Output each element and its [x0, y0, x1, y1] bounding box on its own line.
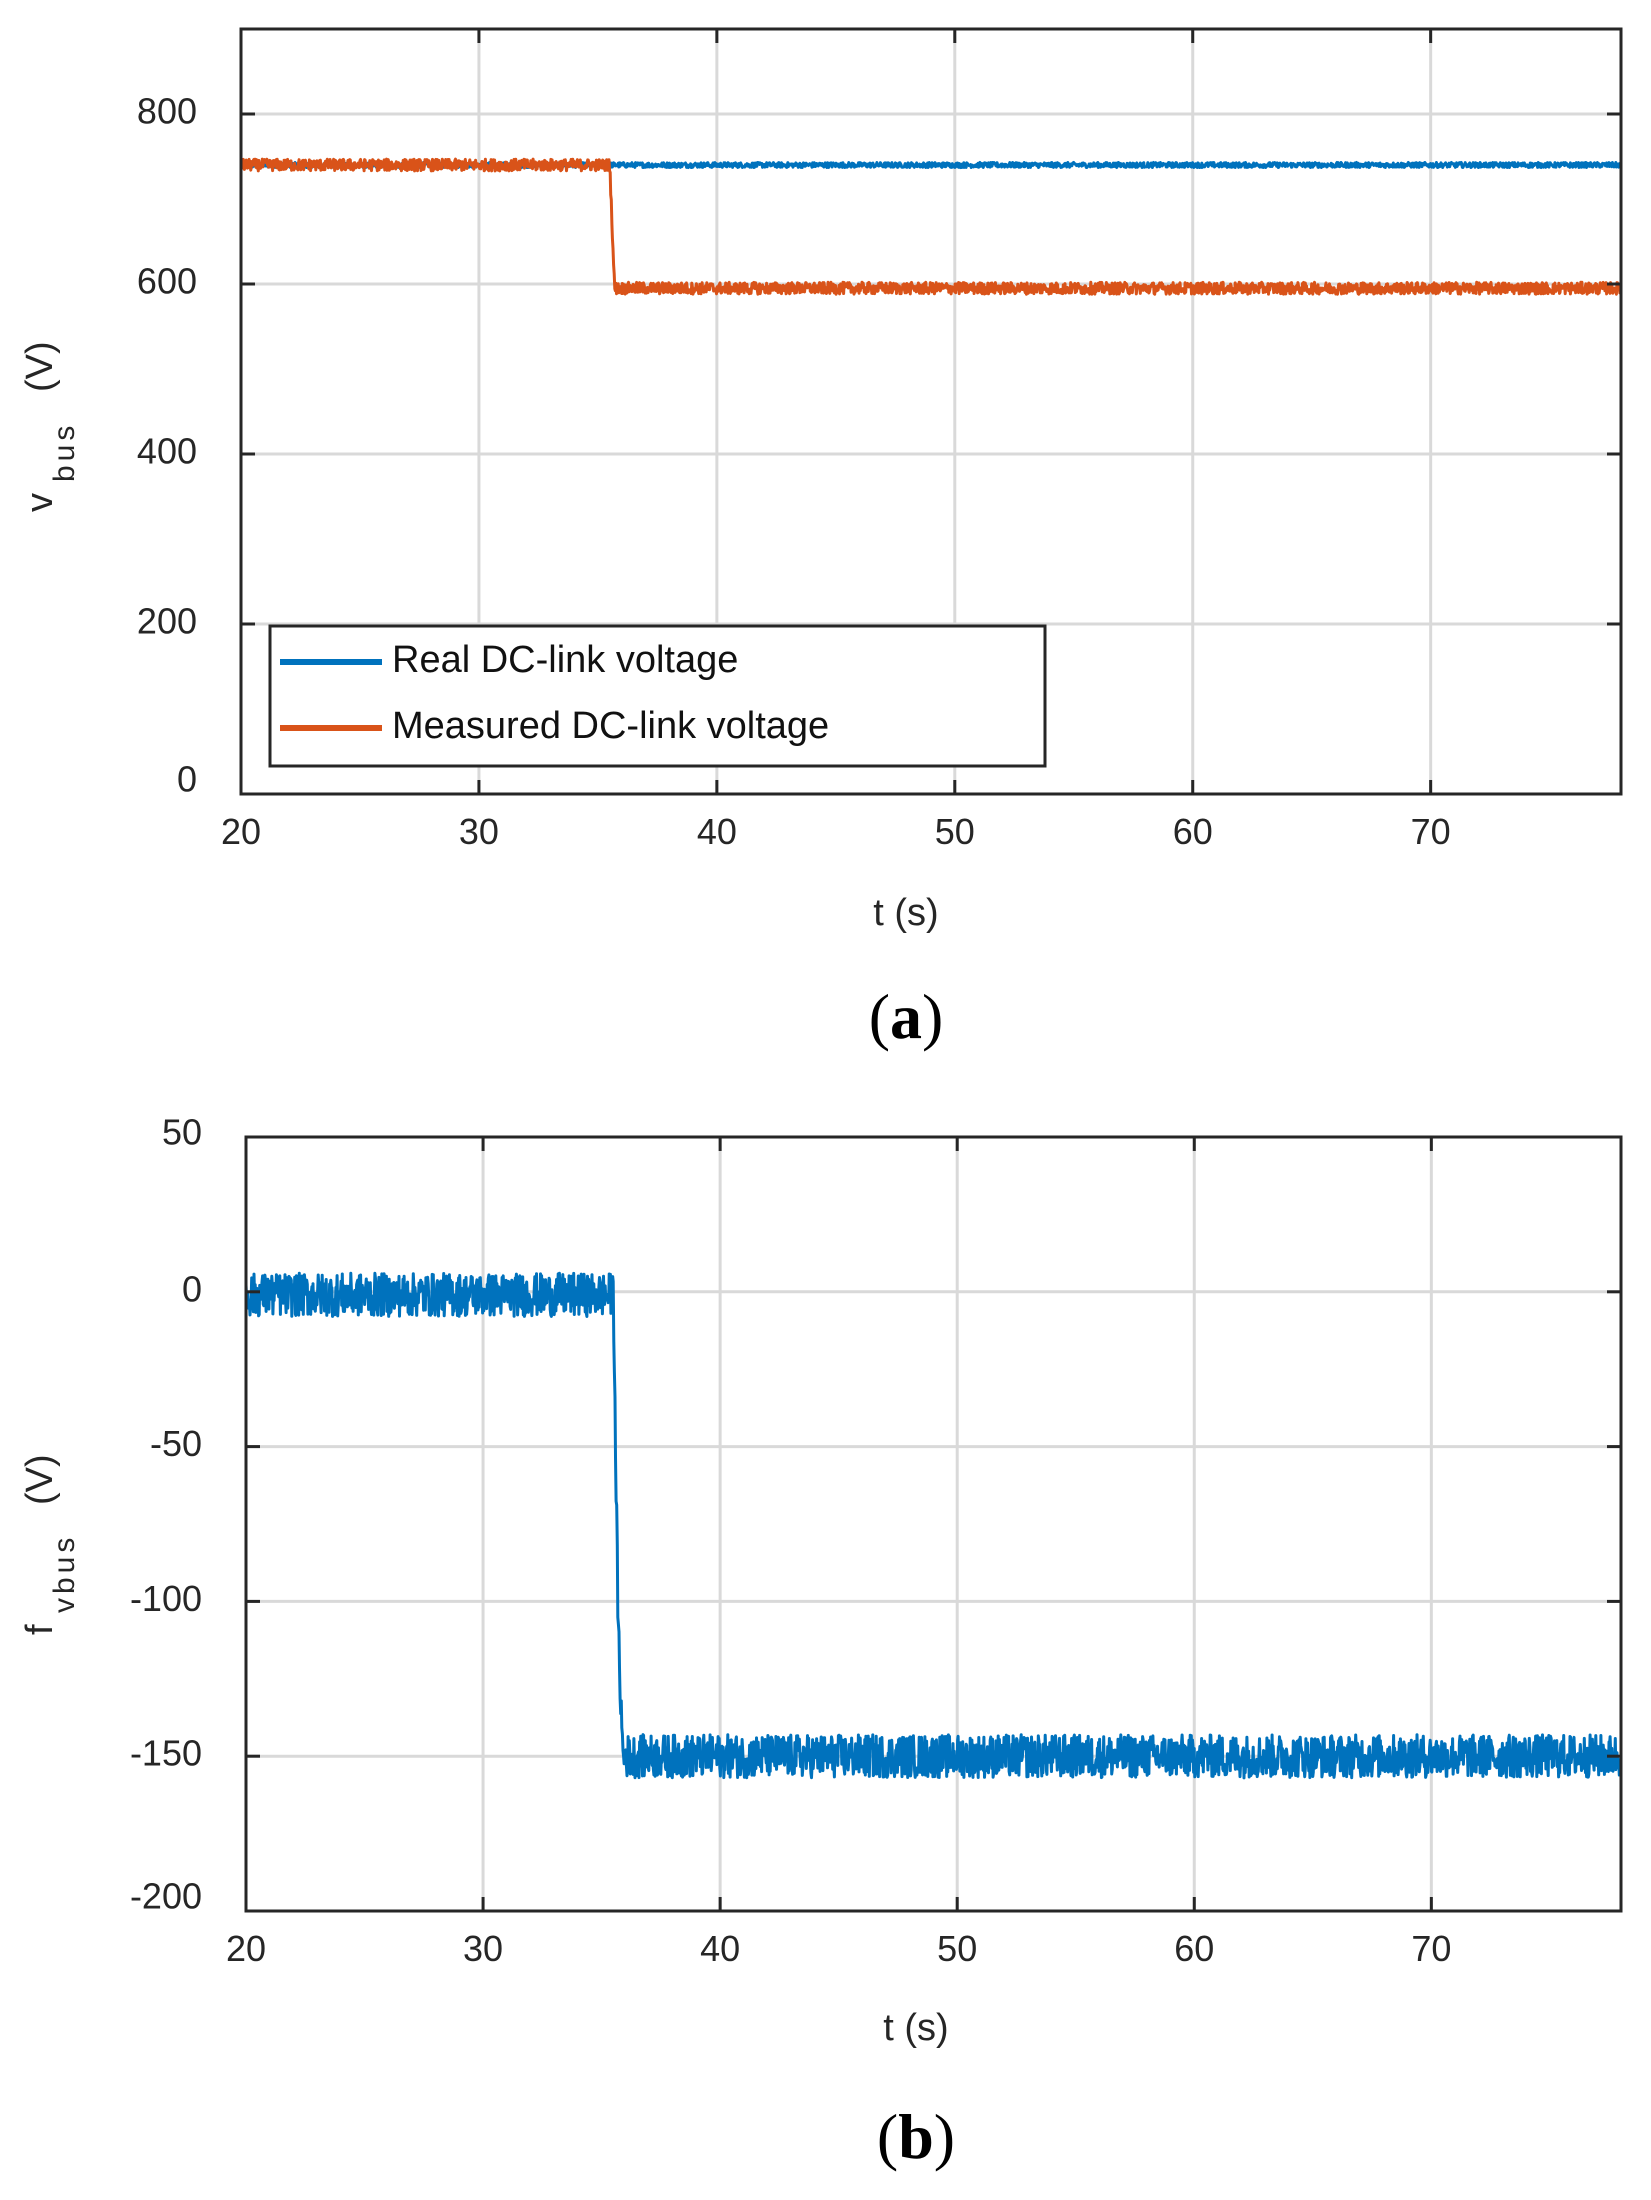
x-tick-label: 60 [1173, 811, 1213, 852]
chart-b-tick-marks [244, 1135, 1621, 1913]
chart-a-y-axis-label-sub: bus [48, 422, 81, 482]
y-tick-label: 400 [137, 431, 197, 472]
chart-a-y-axis-label-unit: (V) [19, 341, 61, 392]
y-tick-label: -150 [130, 1733, 202, 1774]
chart-b-x-tick-labels: 20 30 40 50 60 70 [226, 1928, 1451, 1969]
y-tick-label: -50 [150, 1423, 202, 1464]
x-tick-label: 20 [226, 1928, 266, 1969]
chart-a-axes-box [239, 27, 1623, 796]
y-tick-label: 0 [177, 759, 197, 800]
chart-a-caption: (a) [869, 981, 944, 1052]
x-tick-label: 20 [221, 811, 261, 852]
chart-b-y-axis-label: f vbus (V) [19, 1454, 81, 1635]
legend-label-measured: Measured DC-link voltage [392, 705, 829, 747]
chart-a-x-axis-label: t (s) [873, 892, 938, 934]
x-tick-label: 30 [463, 1928, 503, 1969]
chart-b-y-tick-labels: -200 -150 -100 -50 0 50 [130, 1112, 202, 1917]
x-tick-label: 40 [700, 1928, 740, 1969]
chart-a: 20 30 40 50 60 70 0 200 400 600 800 t (s) v bus (… [19, 27, 1623, 1052]
x-tick-label: 60 [1174, 1928, 1214, 1969]
chart-b-x-axis-label: t (s) [883, 2007, 948, 2049]
chart-a-y-axis-label: v bus (V) [19, 341, 81, 512]
chart-a-legend: Real DC-link voltage Measured DC-link vo… [268, 624, 1047, 768]
chart-b-axes-box [244, 1135, 1623, 1913]
chart-a-y-tick-labels: 0 200 400 600 800 [137, 91, 197, 800]
series-line-b-1 [246, 1271, 1621, 1780]
x-tick-label: 30 [459, 811, 499, 852]
y-tick-label: -200 [130, 1876, 202, 1917]
chart-a-y-axis-label-main: v [19, 493, 61, 512]
legend-label-real: Real DC-link voltage [392, 639, 738, 681]
x-tick-label: 70 [1411, 1928, 1451, 1969]
chart-b-data [246, 1271, 1621, 1780]
chart-b-y-axis-label-main: f [19, 1624, 61, 1635]
chart-a-tick-marks [239, 29, 1621, 796]
chart-b-y-axis-label-sub: vbus [48, 1534, 81, 1613]
chart-a-grid [241, 29, 1621, 794]
chart-a-x-tick-labels: 20 30 40 50 60 70 [221, 811, 1451, 852]
chart-b-y-axis-label-unit: (V) [19, 1454, 61, 1505]
chart-b: 20 30 40 50 60 70 -200 -150 -100 -50 0 50 t (s) f … [19, 1112, 1623, 2172]
y-tick-label: -100 [130, 1578, 202, 1619]
y-tick-label: 0 [182, 1268, 202, 1309]
y-tick-label: 200 [137, 601, 197, 642]
chart-b-plot-area [246, 1137, 1621, 1911]
x-tick-label: 50 [937, 1928, 977, 1969]
x-tick-label: 40 [697, 811, 737, 852]
y-tick-label: 50 [162, 1112, 202, 1153]
y-tick-label: 800 [137, 91, 197, 132]
series-line-a-2 [241, 157, 1621, 296]
x-tick-label: 70 [1411, 811, 1451, 852]
y-tick-label: 600 [137, 261, 197, 302]
x-tick-label: 50 [935, 811, 975, 852]
chart-a-legend-box [268, 624, 1047, 768]
chart-b-caption: (b) [877, 2101, 955, 2172]
chart-a-data [241, 157, 1621, 296]
